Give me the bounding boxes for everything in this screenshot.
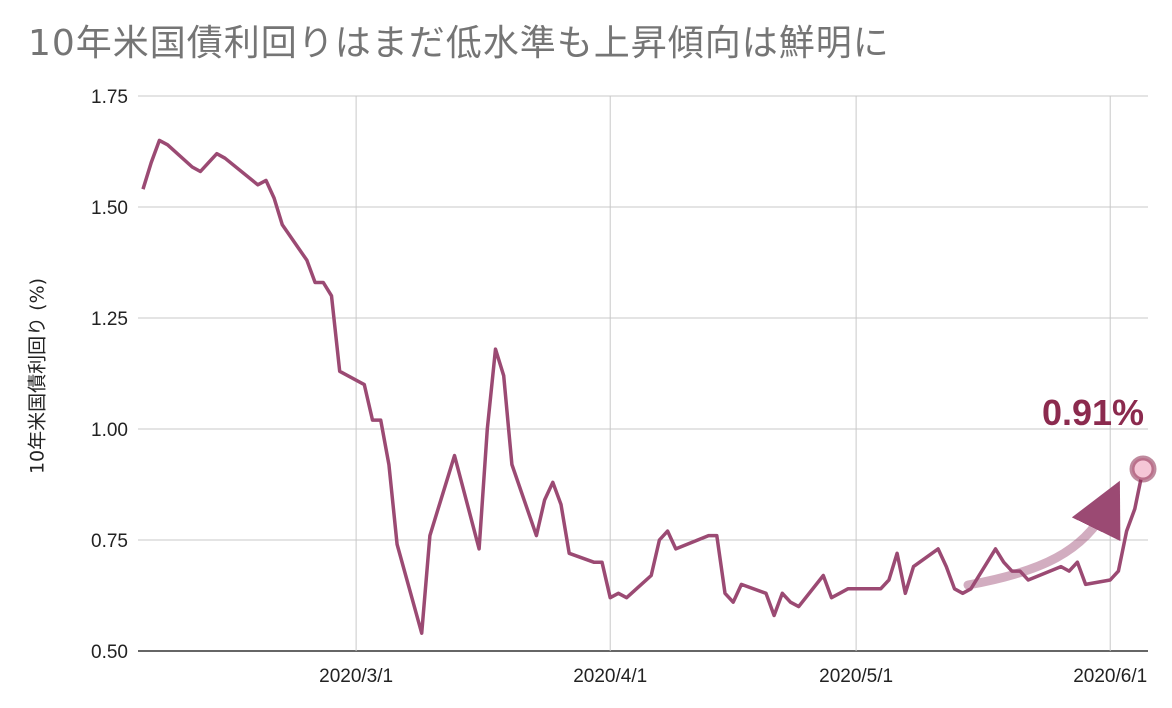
y-tick-label: 0.50	[91, 642, 128, 663]
endpoint-marker	[1129, 455, 1157, 483]
y-tick-label: 1.25	[91, 309, 128, 330]
y-tick-label: 1.75	[91, 87, 128, 108]
trend-arrow-icon	[963, 480, 1121, 590]
series-line	[141, 138, 1145, 635]
latest-value-label: 0.91%	[1042, 392, 1144, 433]
y-tick-label: 1.50	[91, 198, 128, 219]
x-tick-label: 2020/6/1	[1073, 666, 1147, 687]
x-axis-ticks: 2020/3/1 2020/4/1 2020/5/1 2020/6/1	[319, 666, 1147, 687]
y-tick-label: 0.75	[91, 531, 128, 552]
x-tick-label: 2020/4/1	[573, 666, 647, 687]
series-group	[141, 138, 1145, 635]
chart-title: 10年米国債利回りはまだ低水準も上昇傾向は鮮明に	[28, 23, 890, 64]
x-tick-label: 2020/5/1	[819, 666, 893, 687]
x-tick-label: 2020/3/1	[319, 666, 393, 687]
y-tick-label: 1.00	[91, 420, 128, 441]
grid-lines	[138, 95, 1148, 652]
y-axis-ticks: 0.50 0.75 1.00 1.25 1.50 1.75	[91, 87, 128, 663]
